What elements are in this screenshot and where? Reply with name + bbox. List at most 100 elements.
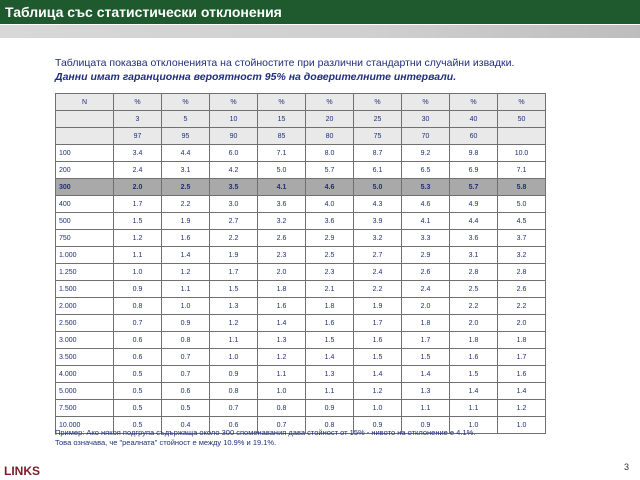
row-label-cell: 750 [55,229,114,247]
table-cell: 1.0 [497,416,546,434]
table-cell: 4.5 [497,212,546,230]
table-cell: 0.9 [353,416,402,434]
table-cell: 4.0 [305,195,354,213]
table-cell: 1.9 [161,212,210,230]
table-cell: 3.6 [257,195,306,213]
row-label-cell: 1.000 [55,246,114,264]
table-cell: 1.6 [449,348,498,366]
intro-text: Таблицата показва отклоненията на стойно… [55,56,615,84]
table-cell: 1.0 [161,297,210,315]
table-cell: 1.6 [161,229,210,247]
table-cell: 2.8 [497,263,546,281]
table-cell: 4.6 [401,195,450,213]
table-cell: 85 [257,127,306,145]
table-cell: 1.5 [209,280,258,298]
table-cell: 1.7 [353,314,402,332]
table-cell: 1.6 [497,365,546,383]
table-cell: 1.1 [401,399,450,417]
table-cell: 2.0 [113,178,162,196]
table-cell: 5.0 [353,178,402,196]
table-cell: 6.5 [401,161,450,179]
row-label-cell: 400 [55,195,114,213]
table-cell: 8.0 [305,144,354,162]
table-header-row: N%%%%%%%%% [55,93,546,111]
row-label-cell: 2.000 [55,297,114,315]
row-label-cell: 1.250 [55,263,114,281]
row-label-cell: 7.500 [55,399,114,417]
table-cell: 2.9 [401,246,450,264]
table-cell: 80 [305,127,354,145]
footnote-line-1: Пример: Ако някоя подгрупа съдържаща око… [55,428,476,437]
table-cell: 0.6 [161,382,210,400]
table-cell: 1.7 [113,195,162,213]
table-cell: 2.3 [305,263,354,281]
table-cell: 0.6 [113,331,162,349]
table-cell: 1.6 [353,331,402,349]
table-cell: 4.1 [257,178,306,196]
table-row: 3.000 0.6 0.8 1.1 1.3 1.5 1.6 1.7 1.8 1.8 [55,331,546,349]
table-cell: 95 [161,127,210,145]
table-cell: 1.1 [161,280,210,298]
table-cell: 3.0 [209,195,258,213]
table-cell: 1.2 [353,382,402,400]
table-cell: 1.2 [113,229,162,247]
table-cell: 5.7 [449,178,498,196]
table-cell: 1.4 [497,382,546,400]
table-cell: 1.0 [113,263,162,281]
table-row: 4.000 0.5 0.7 0.9 1.1 1.3 1.4 1.4 1.5 1.6 [55,365,546,383]
table-cell: 3.2 [257,212,306,230]
table-cell: 0.7 [209,399,258,417]
table-cell: 1.4 [161,246,210,264]
table-row: 5.000 0.5 0.6 0.8 1.0 1.1 1.2 1.3 1.4 1.4 [55,382,546,400]
table-cell: 1.8 [449,331,498,349]
table-cell: 4.4 [449,212,498,230]
table-cell: 9.8 [449,144,498,162]
table-cell: % [353,93,402,111]
table-cell: 1.3 [209,297,258,315]
table-cell: 2.2 [161,195,210,213]
deviation-table: N%%%%%%%%% 3 5 10 15 20 25 30 40 50 97 95 90 85 80 75 70… [55,93,546,434]
table-cell: 1.5 [401,348,450,366]
table-cell: 0.7 [161,365,210,383]
table-cell: 2.4 [353,263,402,281]
table-cell: 0.6 [209,416,258,434]
table-cell: 9.2 [401,144,450,162]
table-cell: 0.5 [113,382,162,400]
table-cell: 1.1 [209,331,258,349]
table-cell: 60 [449,127,498,145]
table-row: 7.500 0.5 0.5 0.7 0.8 0.9 1.0 1.1 1.1 1.2 [55,399,546,417]
table-cell: 0.6 [113,348,162,366]
logo-text: LINKS [4,464,40,478]
table-cell: 2.0 [497,314,546,332]
row-label-cell: 100 [55,144,114,162]
table-cell: 5.7 [305,161,354,179]
table-row: 400 1.7 2.2 3.0 3.6 4.0 4.3 4.6 4.9 5.0 [55,195,546,213]
table-cell: 1.1 [113,246,162,264]
table-cell: % [305,93,354,111]
table-cell: 0.8 [161,331,210,349]
row-label-cell: 5.000 [55,382,114,400]
table-cell: 2.4 [113,161,162,179]
table-row: 2.000 0.8 1.0 1.3 1.6 1.8 1.9 2.0 2.2 2.2 [55,297,546,315]
table-row: 200 2.4 3.1 4.2 5.0 5.7 6.1 6.5 6.9 7.1 [55,161,546,179]
table-row: 2.500 0.7 0.9 1.2 1.4 1.6 1.7 1.8 2.0 2.0 [55,314,546,332]
table-cell: 0.5 [113,365,162,383]
row-label-cell: 3.500 [55,348,114,366]
table-cell: 3.2 [497,246,546,264]
table-cell: 5.8 [497,178,546,196]
table-cell: 1.5 [353,348,402,366]
table-cell: 1.1 [449,399,498,417]
table-cell: 1.9 [209,246,258,264]
table-cell: % [209,93,258,111]
slide-title: Таблица със статистически отклонения [0,0,640,24]
table-cell: 4.2 [209,161,258,179]
table-cell: 1.6 [305,314,354,332]
table-cell: % [497,93,546,111]
table-cell: 1.3 [257,331,306,349]
footnote-line-2: Това означава, че "реалната" стойност е … [55,438,277,447]
table-row-highlighted: 300 2.0 2.5 3.5 4.1 4.6 5.0 5.3 5.7 5.8 [55,178,546,196]
table-cell: 0.5 [113,416,162,434]
table-cell: 1.4 [449,382,498,400]
table-cell: 5 [161,110,210,128]
row-label-cell: 1.500 [55,280,114,298]
